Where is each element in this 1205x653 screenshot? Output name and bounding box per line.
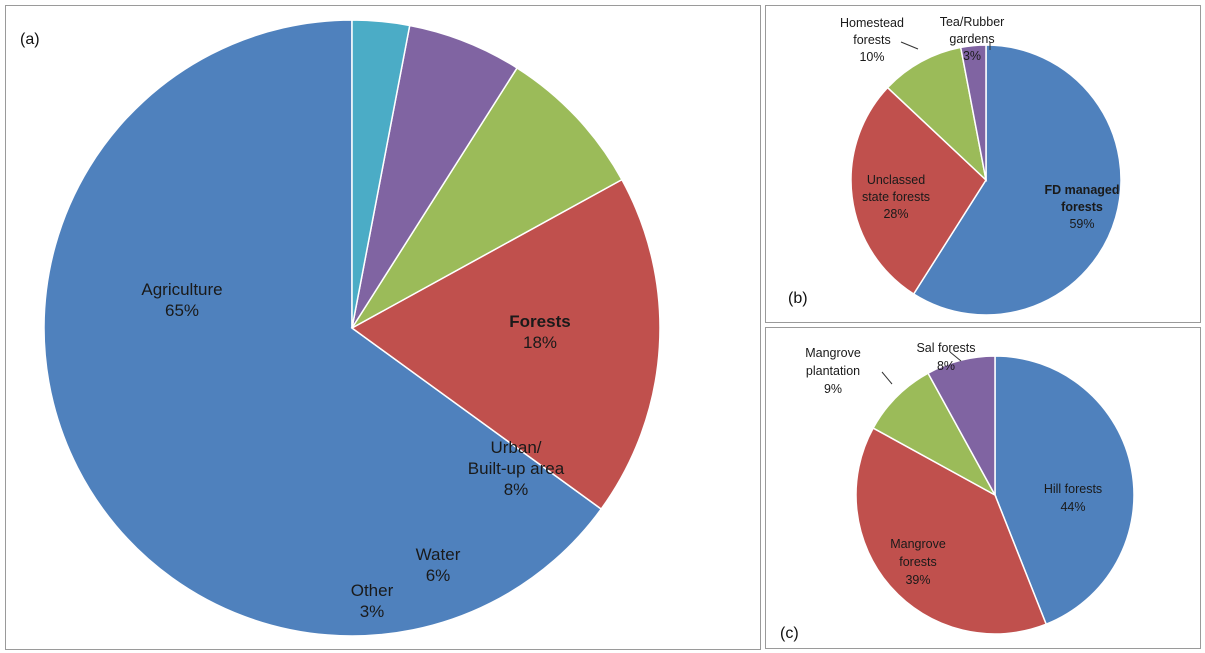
pie-slice-tea-rubber-gardens [959, 44, 987, 181]
pie-slice-fd-managed-forests [912, 44, 1122, 316]
pie-slice-agriculture [43, 19, 603, 637]
slice-label: Unclassed state forests 28% [862, 173, 930, 221]
slice-label: Sal forests 8% [916, 341, 975, 373]
slice-label: Forests 18% [509, 312, 570, 352]
slice-label: Urban/Built-up area 8% [468, 438, 565, 499]
pie-slice-hill-forests [994, 355, 1135, 626]
pie-chart-b: (b) FD managed forests 59% Unclassed state fo… [788, 15, 1122, 316]
pie-slice-mangrove-plantation [872, 372, 997, 497]
pie-slice-homestead-forests [886, 46, 988, 183]
leader-line [949, 351, 962, 362]
pie-slice-urban-built-up-area [351, 66, 623, 329]
pie-slice-other [351, 19, 411, 329]
slice-label: Other 3% [351, 581, 394, 621]
leader-line [881, 371, 893, 385]
pie-chart-a: (a) Agriculture 65% Forests 18% Urban/Built-u… [20, 19, 661, 637]
panel-a: (a) Agriculture 65% Forests 18% Urban/Built-u… [5, 5, 761, 650]
panel-c: (c) Hill forests 44% Mangrove forests 39% Mang… [765, 327, 1201, 649]
pie-slice-mangrove-forests [855, 427, 1048, 635]
slice-label: Mangrove forests 39% [890, 537, 946, 587]
pie-slice-unclassed-state-forests [850, 86, 987, 296]
pie-chart-c: (c) Hill forests 44% Mangrove forests 39% Mang… [780, 341, 1135, 642]
slice-label: Mangrove plantation 9% [805, 346, 861, 396]
slice-label: FD managed forests 59% [1044, 183, 1119, 231]
panel-label: (b) [788, 290, 808, 307]
slice-label: Homestead forests 10% [840, 16, 904, 64]
slice-label: Hill forests 44% [1044, 482, 1102, 514]
slice-label: Agriculture 65% [141, 280, 222, 320]
slice-label: Water 6% [416, 545, 461, 585]
panel-label: (c) [780, 625, 799, 642]
panel-label: (a) [20, 31, 40, 48]
panel-b: (b) FD managed forests 59% Unclassed state fo… [765, 5, 1201, 323]
slice-label: Tea/Rubber gardens 3% [940, 15, 1005, 63]
pie-slice-forests [350, 178, 661, 511]
leader-line [900, 41, 919, 50]
